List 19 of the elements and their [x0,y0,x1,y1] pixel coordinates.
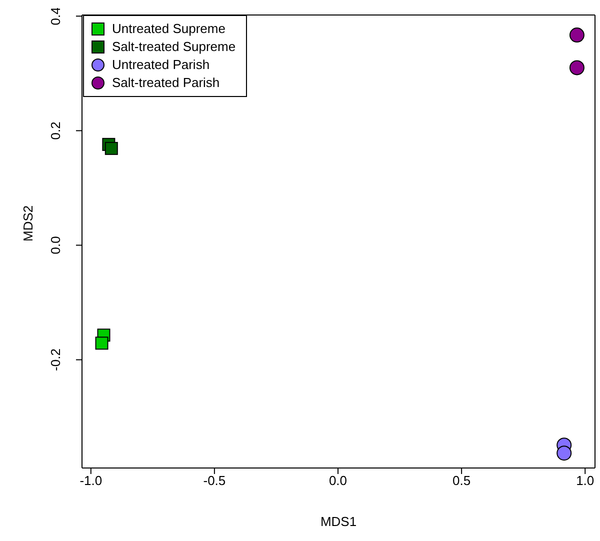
y-tick-label: -0.2 [48,348,63,371]
point [556,446,572,461]
x-tick-label: 0.0 [328,473,348,488]
point [569,60,584,76]
x-axis-title: MDS1 [320,514,357,529]
x-tick-label: -0.5 [203,473,226,488]
x-tick-label: 0.5 [452,473,471,488]
y-axis-title: MDS2 [20,205,36,242]
point [104,142,118,155]
point [95,336,108,350]
y-tick-label: 0.2 [48,122,63,140]
y-tick-label: 0.0 [48,236,63,254]
point [569,28,584,43]
x-tick-label: -1.0 [80,473,102,488]
legend-label: Salt-treated Supreme [112,39,236,55]
legend-label: Untreated Parish [112,57,210,73]
legend-label: Untreated Supreme [112,21,226,37]
legend-label: Salt-treated Parish [112,75,220,91]
x-tick-label: 1.0 [576,473,594,488]
